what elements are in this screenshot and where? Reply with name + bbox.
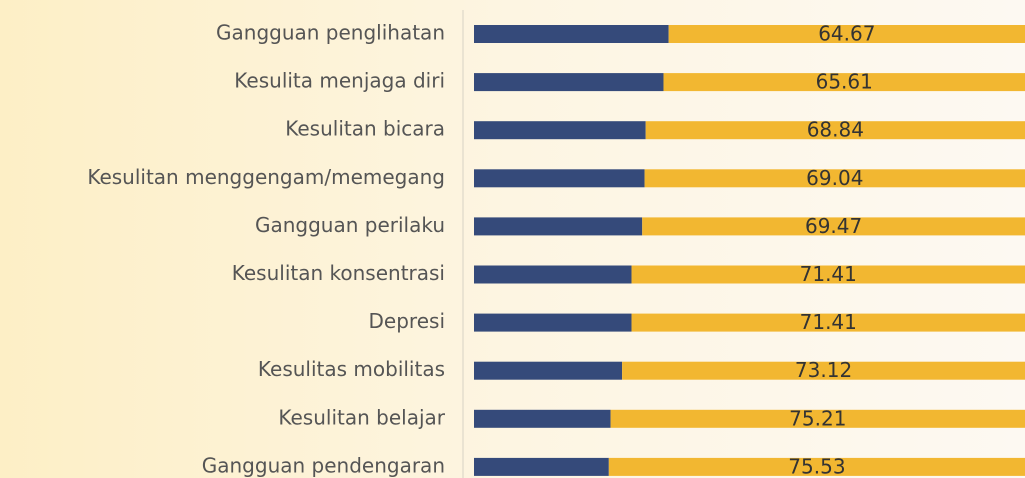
bar-segment xyxy=(631,313,1025,332)
bar-segment xyxy=(474,409,611,428)
data-label: 65.61 xyxy=(816,70,873,94)
y-tick-label: Kesulitan konsentrasi xyxy=(232,261,445,285)
bar-segment xyxy=(474,121,646,140)
bar-segment xyxy=(645,121,1025,140)
data-label: 69.47 xyxy=(805,214,862,238)
data-label: 69.04 xyxy=(806,166,863,190)
bar-segment xyxy=(610,409,1025,428)
bar-segment xyxy=(474,313,632,332)
bar-segment xyxy=(668,25,1025,43)
data-label: 71.41 xyxy=(800,310,857,334)
bar-segment xyxy=(474,169,645,188)
y-tick-label: Gangguan pendengaran xyxy=(202,453,445,477)
y-tick-label: Kesulitas mobilitas xyxy=(258,357,445,381)
data-label: 68.84 xyxy=(807,118,864,142)
data-label: 64.67 xyxy=(818,22,875,46)
y-tick-label: Kesulitan bicara xyxy=(285,117,445,141)
bar-segment xyxy=(644,169,1025,188)
y-tick-label: Kesulitan menggengam/memegang xyxy=(87,165,445,189)
data-label: 71.41 xyxy=(800,262,857,286)
bar-segment xyxy=(663,73,1025,92)
data-label: 73.12 xyxy=(795,358,852,382)
bar-segment xyxy=(474,361,623,380)
y-tick-label: Kesulita menjaga diri xyxy=(234,69,445,93)
y-tick-label: Gangguan penglihatan xyxy=(216,21,445,45)
bar-segment xyxy=(474,457,609,476)
y-tick-label: Gangguan perilaku xyxy=(255,213,445,237)
data-label: 75.21 xyxy=(789,406,846,430)
y-tick-label: Kesulitan belajar xyxy=(278,405,445,429)
y-tick-label: Depresi xyxy=(369,309,445,333)
bar-segment xyxy=(474,217,643,236)
data-label: 75.53 xyxy=(788,454,845,478)
bar-segment xyxy=(474,265,632,284)
bar-segment xyxy=(474,25,669,43)
bar-segment xyxy=(608,457,1025,476)
bar-segment xyxy=(474,73,664,92)
bar-segment xyxy=(622,361,1025,380)
bar-segment xyxy=(642,217,1025,236)
bar-segment xyxy=(631,265,1025,284)
